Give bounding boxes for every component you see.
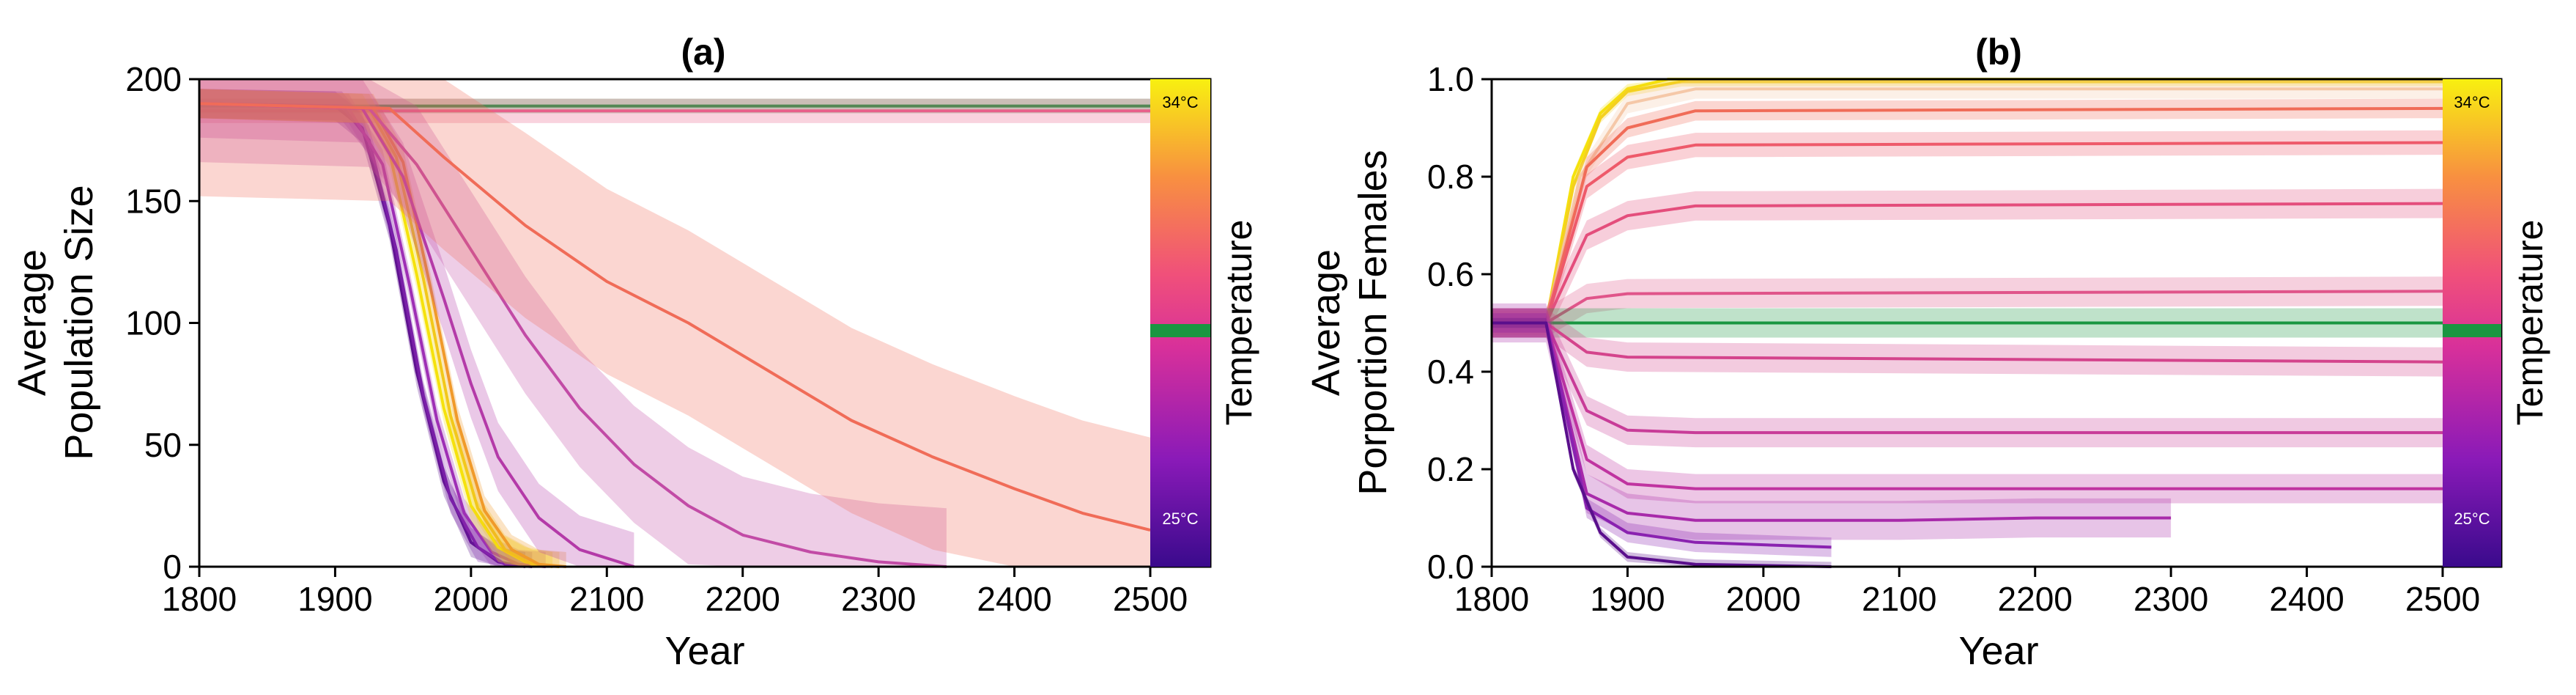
x-tick-label: 1800 — [1454, 580, 1529, 618]
series-line-t27 — [199, 102, 634, 568]
panel-a-plot-area — [199, 79, 1151, 568]
panel-a-x-ticks: 1800 1900 2000 2100 2200 2300 2400 2500 — [162, 567, 1188, 618]
y-tick-label: 0 — [163, 548, 182, 586]
series-band-t26 — [1492, 303, 2172, 540]
panel-b-colorbar-top-label: 34°C — [2454, 93, 2490, 111]
series-band-t30 — [199, 79, 1150, 567]
series-line-t30 — [199, 102, 1151, 532]
panel-a: (a) 1800 1900 2000 2100 2200 2300 2400 2500 0 50… — [10, 32, 1259, 673]
series-band-t27 — [199, 79, 634, 567]
series-line-t25 — [1492, 321, 1832, 568]
x-tick-label: 2000 — [434, 580, 508, 618]
panel-b-x-ticks: 1800 1900 2000 2100 2200 2300 2400 2500 — [1454, 567, 2480, 618]
series-line-t28 — [199, 102, 947, 568]
y-tick-label: 0.2 — [1427, 450, 1474, 488]
series-line-t26 — [199, 102, 546, 568]
x-tick-label: 2300 — [841, 580, 916, 618]
x-tick-label: 1800 — [162, 580, 237, 618]
panel-a-y-ticks: 0 50 100 150 200 — [125, 60, 199, 586]
y-tick-label: 0.8 — [1427, 158, 1474, 196]
panel-a-colorbar-pivotal-marker — [1150, 324, 1210, 337]
panel-b-plot-area — [1492, 78, 2443, 568]
y-tick-label: 50 — [144, 426, 182, 464]
series-line-t33 — [199, 102, 560, 568]
panel-a-y-label-line1: Average — [10, 249, 54, 396]
x-tick-label: 2500 — [1113, 580, 1188, 618]
y-tick-label: 0.4 — [1427, 353, 1474, 391]
panel-a-x-label: Year — [665, 629, 744, 673]
x-tick-label: 2200 — [1998, 580, 2073, 618]
panel-b-y-ticks: 0.0 0.2 0.4 0.6 0.8 1.0 — [1427, 60, 1492, 586]
x-tick-label: 2500 — [2405, 580, 2480, 618]
x-tick-label: 2200 — [706, 580, 780, 618]
series-band-t28 — [199, 79, 947, 567]
x-tick-label: 2400 — [977, 580, 1051, 618]
panel-b: (b) 1800 1900 2000 2100 2200 2300 2400 2500 0.0… — [1304, 32, 2550, 673]
panel-b-x-label: Year — [1958, 629, 2038, 673]
series-line-t25.5 — [199, 102, 533, 568]
panel-b-colorbar: 34°C 25°C Temperature — [2443, 79, 2550, 567]
panel-a-title: (a) — [681, 32, 725, 73]
series-band-t30 — [1492, 130, 2443, 336]
panel-a-y-label-line2: Population Size — [57, 185, 101, 460]
panel-a-colorbar-gradient — [1150, 79, 1210, 567]
y-tick-label: 0.6 — [1427, 255, 1474, 293]
panel-b-colorbar-bottom-label: 25°C — [2454, 510, 2490, 528]
x-tick-label: 1900 — [1590, 580, 1665, 618]
x-tick-label: 2300 — [2133, 580, 2208, 618]
panel-a-colorbar-title: Temperature — [1218, 220, 1259, 426]
panel-b-y-label-line1: Average — [1304, 249, 1348, 396]
x-tick-label: 2100 — [569, 580, 644, 618]
panel-b-colorbar-gradient — [2443, 79, 2501, 567]
panel-b-colorbar-pivotal-marker — [2443, 324, 2501, 337]
panel-a-colorbar-top-label: 34°C — [1162, 93, 1198, 111]
x-tick-label: 2100 — [1862, 580, 1936, 618]
y-tick-label: 150 — [125, 182, 182, 220]
panel-a-colorbar: 34°C 25°C Temperature — [1150, 79, 1259, 567]
y-tick-label: 1.0 — [1427, 60, 1474, 98]
x-tick-label: 2000 — [1726, 580, 1801, 618]
x-tick-label: 1900 — [297, 580, 372, 618]
y-tick-label: 100 — [125, 304, 182, 342]
series-band-t26.5 — [1492, 308, 2443, 504]
panel-b-title: (b) — [1975, 32, 2022, 73]
x-tick-label: 2400 — [2269, 580, 2344, 618]
y-tick-label: 0.0 — [1427, 548, 1474, 586]
panel-a-colorbar-bottom-label: 25°C — [1162, 510, 1198, 528]
panel-b-colorbar-title: Temperature — [2509, 220, 2550, 426]
y-tick-label: 200 — [125, 60, 182, 98]
panel-b-y-label-line2: Porportion Females — [1351, 150, 1395, 495]
